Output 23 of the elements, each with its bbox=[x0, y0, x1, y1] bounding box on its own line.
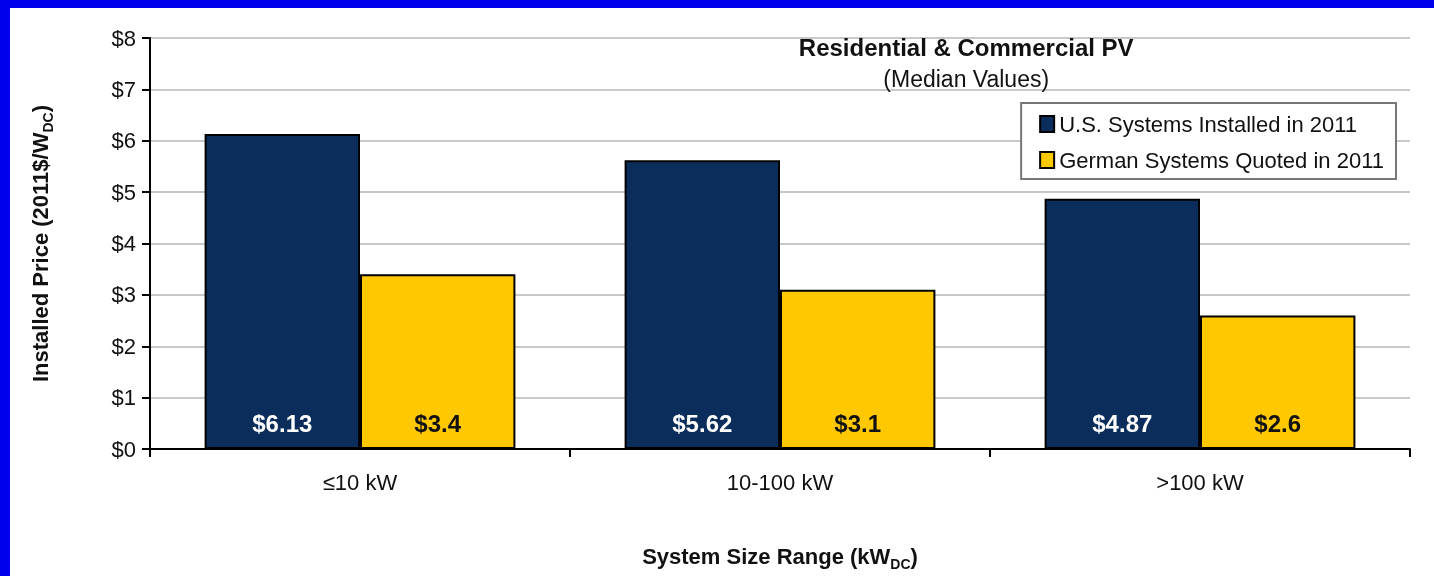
data-label: $4.87 bbox=[1092, 409, 1153, 437]
data-label: $6.13 bbox=[252, 409, 313, 437]
y-axis-title: Installed Price (2011$/WDC) bbox=[27, 105, 56, 383]
y-tick-label: $1 bbox=[111, 385, 136, 411]
legend-label: German Systems Quoted in 2011 bbox=[1059, 147, 1385, 173]
y-tick-label: $5 bbox=[111, 179, 136, 205]
data-label: $5.62 bbox=[672, 409, 733, 437]
y-tick-label: $8 bbox=[111, 25, 136, 51]
x-tick-label: ≤10 kW bbox=[322, 469, 398, 495]
y-tick-label: $7 bbox=[111, 76, 136, 102]
x-tick-label: 10-100 kW bbox=[726, 469, 834, 495]
chart-title: Residential & Commercial PV bbox=[798, 33, 1134, 61]
legend-label: U.S. Systems Installed in 2011 bbox=[1059, 111, 1358, 137]
y-tick-label: $3 bbox=[111, 282, 136, 308]
data-label: $3.4 bbox=[414, 409, 462, 437]
y-tick-label: $2 bbox=[111, 333, 136, 359]
y-tick-label: $6 bbox=[111, 128, 136, 154]
x-tick-label: >100 kW bbox=[1156, 469, 1244, 495]
y-tick-label: $0 bbox=[111, 436, 136, 462]
data-label: $2.6 bbox=[1254, 409, 1302, 437]
data-label: $3.1 bbox=[834, 409, 882, 437]
text: (Median Values) bbox=[883, 65, 1050, 92]
y-tick-label: $4 bbox=[111, 231, 136, 256]
